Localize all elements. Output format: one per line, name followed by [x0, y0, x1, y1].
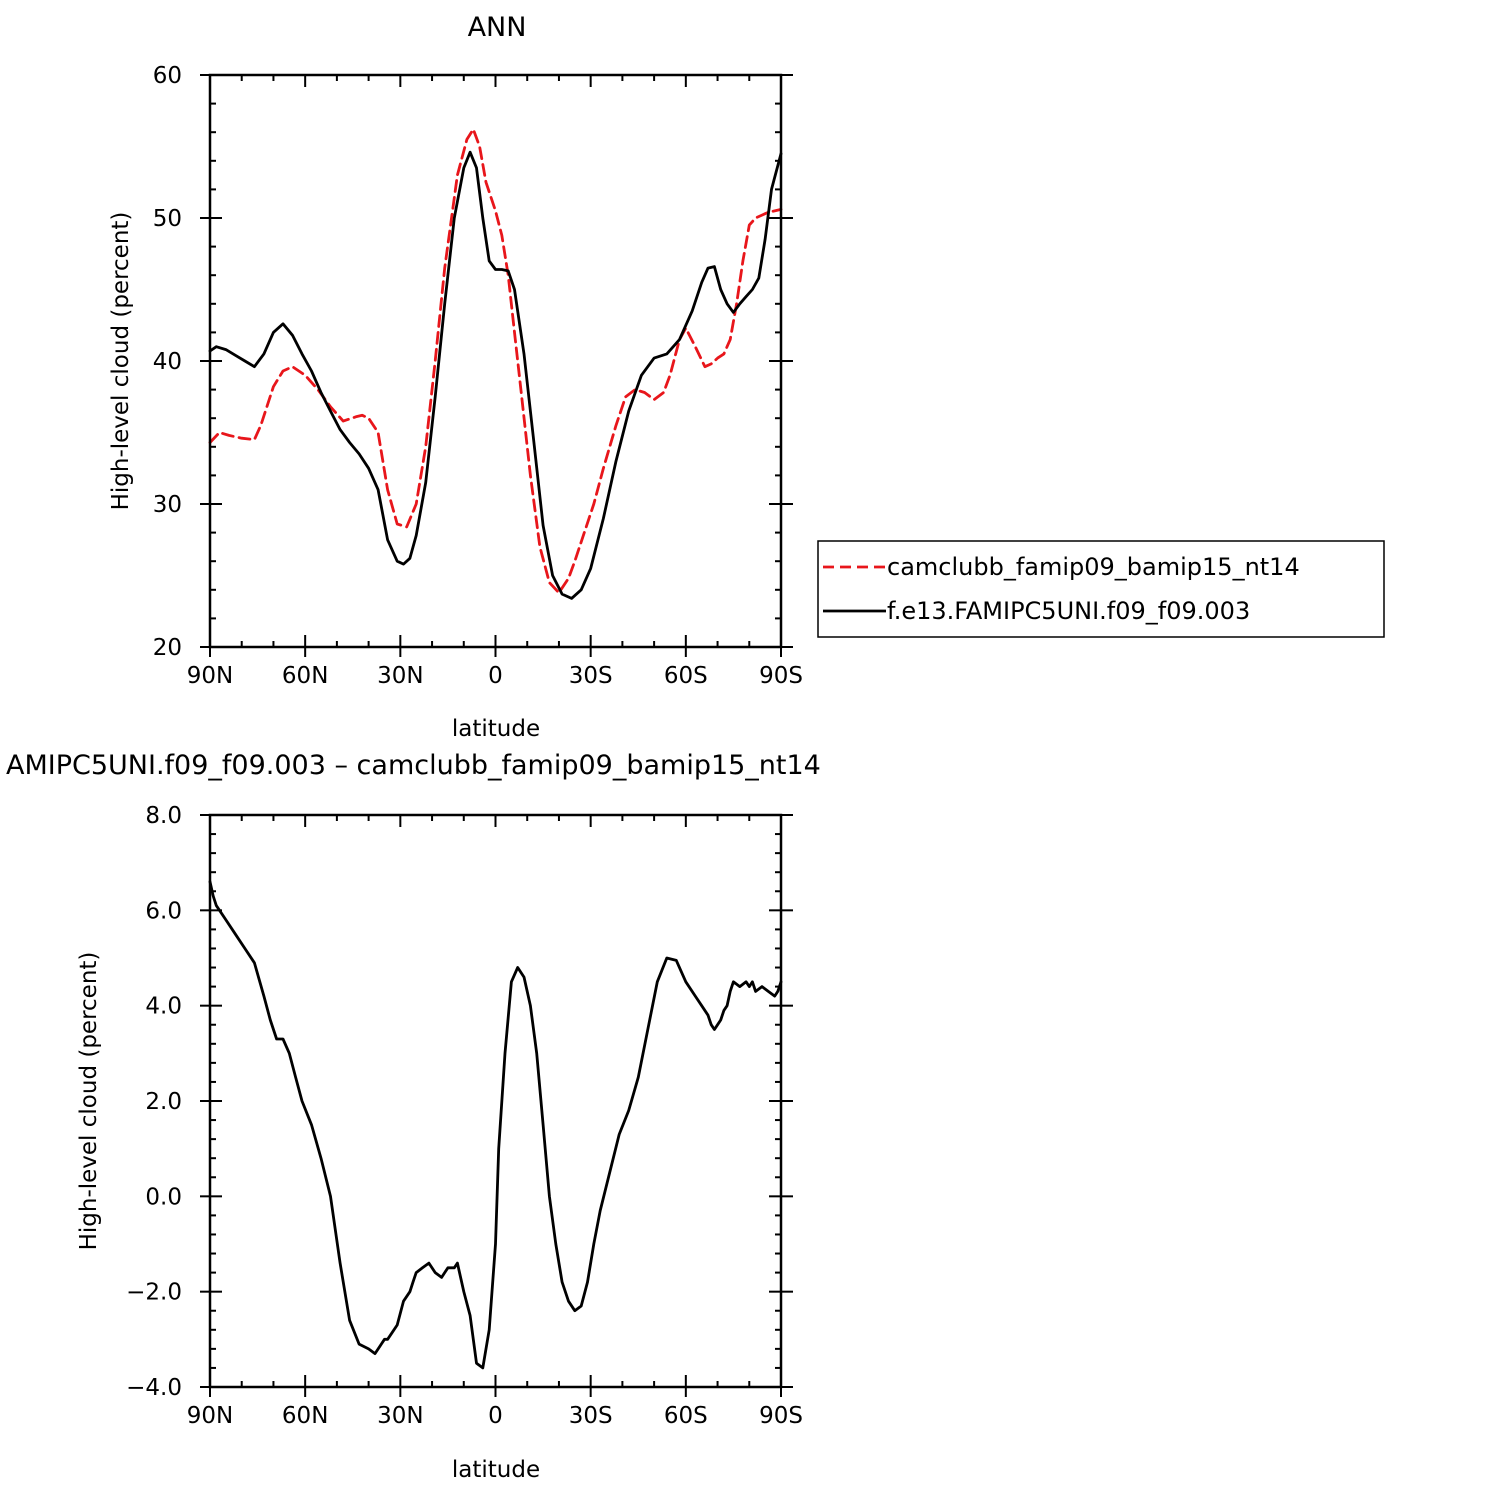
y-tick-label: 2.0	[145, 1089, 182, 1115]
series-line-famipc5uni	[208, 150, 783, 600]
axis-ticks: 90N 60N 30N 0 30S 60S 90S −4.0 −2.0 0.0 2.0 4.0 6.0 8…	[126, 803, 803, 1429]
plot-marks	[208, 880, 783, 1370]
x-tick-label: 60N	[282, 663, 328, 689]
x-tick-label: 30N	[377, 663, 423, 689]
legend: camclubb_famip09_bamip15_nt14 f.e13.FAMI…	[817, 540, 1385, 638]
x-tick-label: 90S	[759, 663, 803, 689]
plot-marks	[208, 127, 783, 600]
series-line-difference	[208, 880, 783, 1370]
plot-frame	[208, 73, 783, 649]
y-tick-label: 60	[153, 63, 182, 89]
x-tick-label: 30N	[377, 1403, 423, 1429]
x-axis-label: latitude	[452, 1457, 540, 1483]
x-tick-label: 60S	[664, 1403, 708, 1429]
x-tick-label: 30S	[569, 1403, 613, 1429]
x-tick-label: 0	[488, 663, 503, 689]
y-axis-label: High-level cloud (percent)	[108, 212, 134, 511]
axis-ticks: 90N 60N 30N 0 30S 60S 90S 20 30 40 50 60	[153, 63, 803, 689]
x-tick-label: 30S	[569, 663, 613, 689]
y-tick-label: 8.0	[145, 803, 182, 829]
series-line-camclubb	[208, 127, 783, 595]
y-tick-label: 20	[153, 635, 182, 661]
x-tick-label: 60S	[664, 663, 708, 689]
difference-panel: AMIPC5UNI.f09_f09.003 – camclubb_famip09…	[6, 750, 821, 1483]
y-tick-label: 6.0	[145, 898, 182, 924]
legend-entry-famipc5uni: f.e13.FAMIPC5UNI.f09_f09.003	[887, 597, 1250, 625]
y-tick-label: 0.0	[145, 1184, 182, 1210]
x-tick-label: 90N	[187, 1403, 233, 1429]
x-axis-label: latitude	[452, 716, 540, 742]
legend-entry-camclubb: camclubb_famip09_bamip15_nt14	[887, 553, 1300, 581]
chart-title: AMIPC5UNI.f09_f09.003 – camclubb_famip09…	[6, 750, 821, 781]
y-tick-label: 40	[153, 349, 182, 375]
y-tick-label: −4.0	[126, 1375, 182, 1401]
y-tick-label: 4.0	[145, 994, 182, 1020]
x-tick-label: 90S	[759, 1403, 803, 1429]
y-tick-label: 30	[153, 492, 182, 518]
y-tick-label: −2.0	[126, 1280, 182, 1306]
x-tick-label: 0	[488, 1403, 503, 1429]
legend-box	[817, 540, 1385, 638]
x-tick-label: 60N	[282, 1403, 328, 1429]
y-tick-label: 50	[153, 206, 182, 232]
chart-title: ANN	[468, 12, 527, 43]
y-axis-label: High-level cloud (percent)	[76, 952, 102, 1251]
annual-mean-panel: ANN 90N 60N 30N 0 30S 60S 90S 20 30 40 50 60 latitu…	[108, 12, 1385, 742]
x-tick-label: 90N	[187, 663, 233, 689]
plot-frame	[208, 813, 783, 1389]
